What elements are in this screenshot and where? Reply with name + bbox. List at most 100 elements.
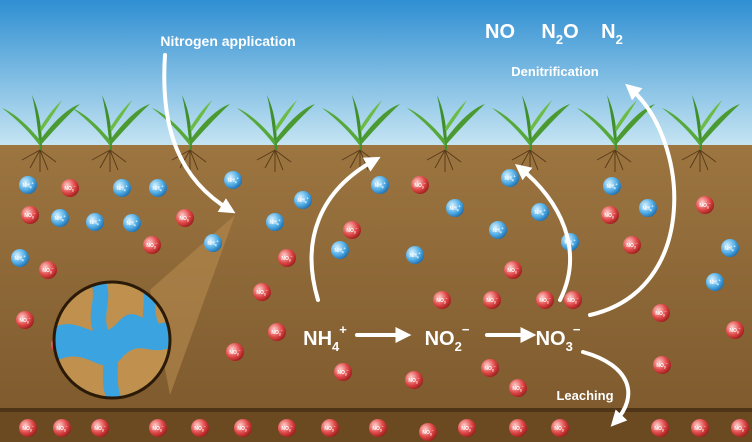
formula-subscript: 4 — [235, 181, 237, 185]
ion: NO3− — [321, 419, 339, 437]
formula-base: NO — [485, 21, 515, 43]
formula-subscript: 4 — [512, 179, 514, 183]
ion: NH4+ — [531, 203, 549, 221]
formula-base: NO — [512, 386, 520, 392]
formula-superscript: + — [217, 239, 219, 243]
formula-subscript: 3 — [737, 331, 739, 335]
formula-subscript: 4 — [457, 209, 459, 213]
ion: NO3− — [696, 196, 714, 214]
formula-superscript: − — [291, 254, 293, 258]
formula-superscript: + — [237, 176, 239, 180]
formula-subscript: 4 — [342, 251, 344, 255]
nitrogen-application-label: Nitrogen application — [160, 33, 295, 49]
formula-superscript: − — [104, 424, 106, 428]
formula-subscript: 4 — [62, 219, 64, 223]
formula-superscript: + — [339, 322, 347, 337]
formula-superscript: + — [384, 181, 386, 185]
formula-subscript: 3 — [663, 314, 665, 318]
formula-superscript: − — [664, 424, 666, 428]
formula-superscript: − — [496, 296, 498, 300]
formula-subscript: 3 — [492, 369, 494, 373]
formula-subscript: 2 — [616, 32, 623, 47]
formula-base: NO — [694, 426, 702, 432]
formula-subscript: 4 — [732, 249, 734, 253]
ion: NO3− — [176, 209, 194, 227]
formula-subscript: 3 — [354, 231, 356, 235]
formula-subscript: 3 — [64, 429, 66, 433]
formula-base: NO — [22, 426, 30, 432]
formula-base: NO — [656, 363, 664, 369]
formula-superscript: + — [419, 251, 421, 255]
formula-subscript: 3 — [416, 381, 418, 385]
ion: NH4+ — [204, 234, 222, 252]
formula-superscript: + — [616, 182, 618, 186]
formula-base: NO — [271, 330, 279, 336]
formula-base: NO — [346, 228, 354, 234]
ion: NO3− — [253, 283, 271, 301]
formula-subscript: 3 — [187, 219, 189, 223]
formula-superscript: + — [279, 218, 281, 222]
formula-base: NO — [237, 426, 245, 432]
ion: NH4+ — [266, 213, 284, 231]
ion: NO3− — [653, 356, 671, 374]
formula-base: NO — [94, 426, 102, 432]
ion: NH4+ — [113, 179, 131, 197]
formula-superscript: + — [64, 214, 66, 218]
formula-superscript: − — [356, 226, 358, 230]
formula-superscript: − — [382, 424, 384, 428]
formula-subscript: 3 — [702, 429, 704, 433]
formula-superscript: − — [418, 376, 420, 380]
ion: NH4+ — [706, 273, 724, 291]
formula-superscript: − — [66, 424, 68, 428]
ion: NO3− — [16, 311, 34, 329]
formula-subscript: 4 — [332, 339, 340, 354]
formula-superscript: − — [577, 296, 579, 300]
formula-superscript: − — [239, 348, 241, 352]
formula-superscript: − — [334, 424, 336, 428]
formula-base: NO — [734, 426, 742, 432]
formula-base: NO — [484, 366, 492, 372]
formula-subscript: 3 — [279, 333, 281, 337]
ion: NO3− — [39, 261, 57, 279]
formula-superscript: − — [156, 241, 158, 245]
ion: NO3− — [53, 419, 71, 437]
gas-label: NO — [485, 21, 515, 43]
formula-subscript: 3 — [612, 216, 614, 220]
formula-base: NO — [567, 298, 575, 304]
formula-subscript: 3 — [662, 429, 664, 433]
formula-base: NO — [24, 213, 32, 219]
formula-base: NO — [19, 318, 27, 324]
formula-subscript: 4 — [22, 259, 24, 263]
ion: NO3− — [19, 419, 37, 437]
formula-subscript: 3 — [469, 429, 471, 433]
formula-superscript: + — [344, 246, 346, 250]
formula-superscript: − — [744, 424, 746, 428]
formula-superscript: − — [291, 424, 293, 428]
ion: NH4+ — [639, 199, 657, 217]
ion: NO3− — [731, 419, 749, 437]
formula-superscript: − — [665, 309, 667, 313]
formula-superscript: − — [204, 424, 206, 428]
formula-subscript: 4 — [134, 224, 136, 228]
formula-subscript: 3 — [575, 301, 577, 305]
formula-base: NO — [486, 298, 494, 304]
formula-subscript: 3 — [50, 271, 52, 275]
formula-superscript: − — [266, 288, 268, 292]
formula-base: NO — [281, 256, 289, 262]
ion: NO3− — [226, 343, 244, 361]
formula-subscript: 2 — [455, 339, 462, 354]
ion: NO3− — [234, 419, 252, 437]
ion: NO3− — [21, 206, 39, 224]
formula-superscript: − — [666, 361, 668, 365]
formula-superscript: + — [514, 174, 516, 178]
formula-subscript: 3 — [289, 259, 291, 263]
formula-base: NO — [324, 426, 332, 432]
ion: NH4+ — [721, 239, 739, 257]
formula-subscript: 4 — [382, 186, 384, 190]
formula-superscript: + — [162, 184, 164, 188]
formula-superscript: − — [162, 424, 164, 428]
formula-tail: O — [563, 21, 579, 43]
formula-subscript: 3 — [32, 216, 34, 220]
formula-superscript: − — [347, 368, 349, 372]
formula-superscript: − — [74, 184, 76, 188]
